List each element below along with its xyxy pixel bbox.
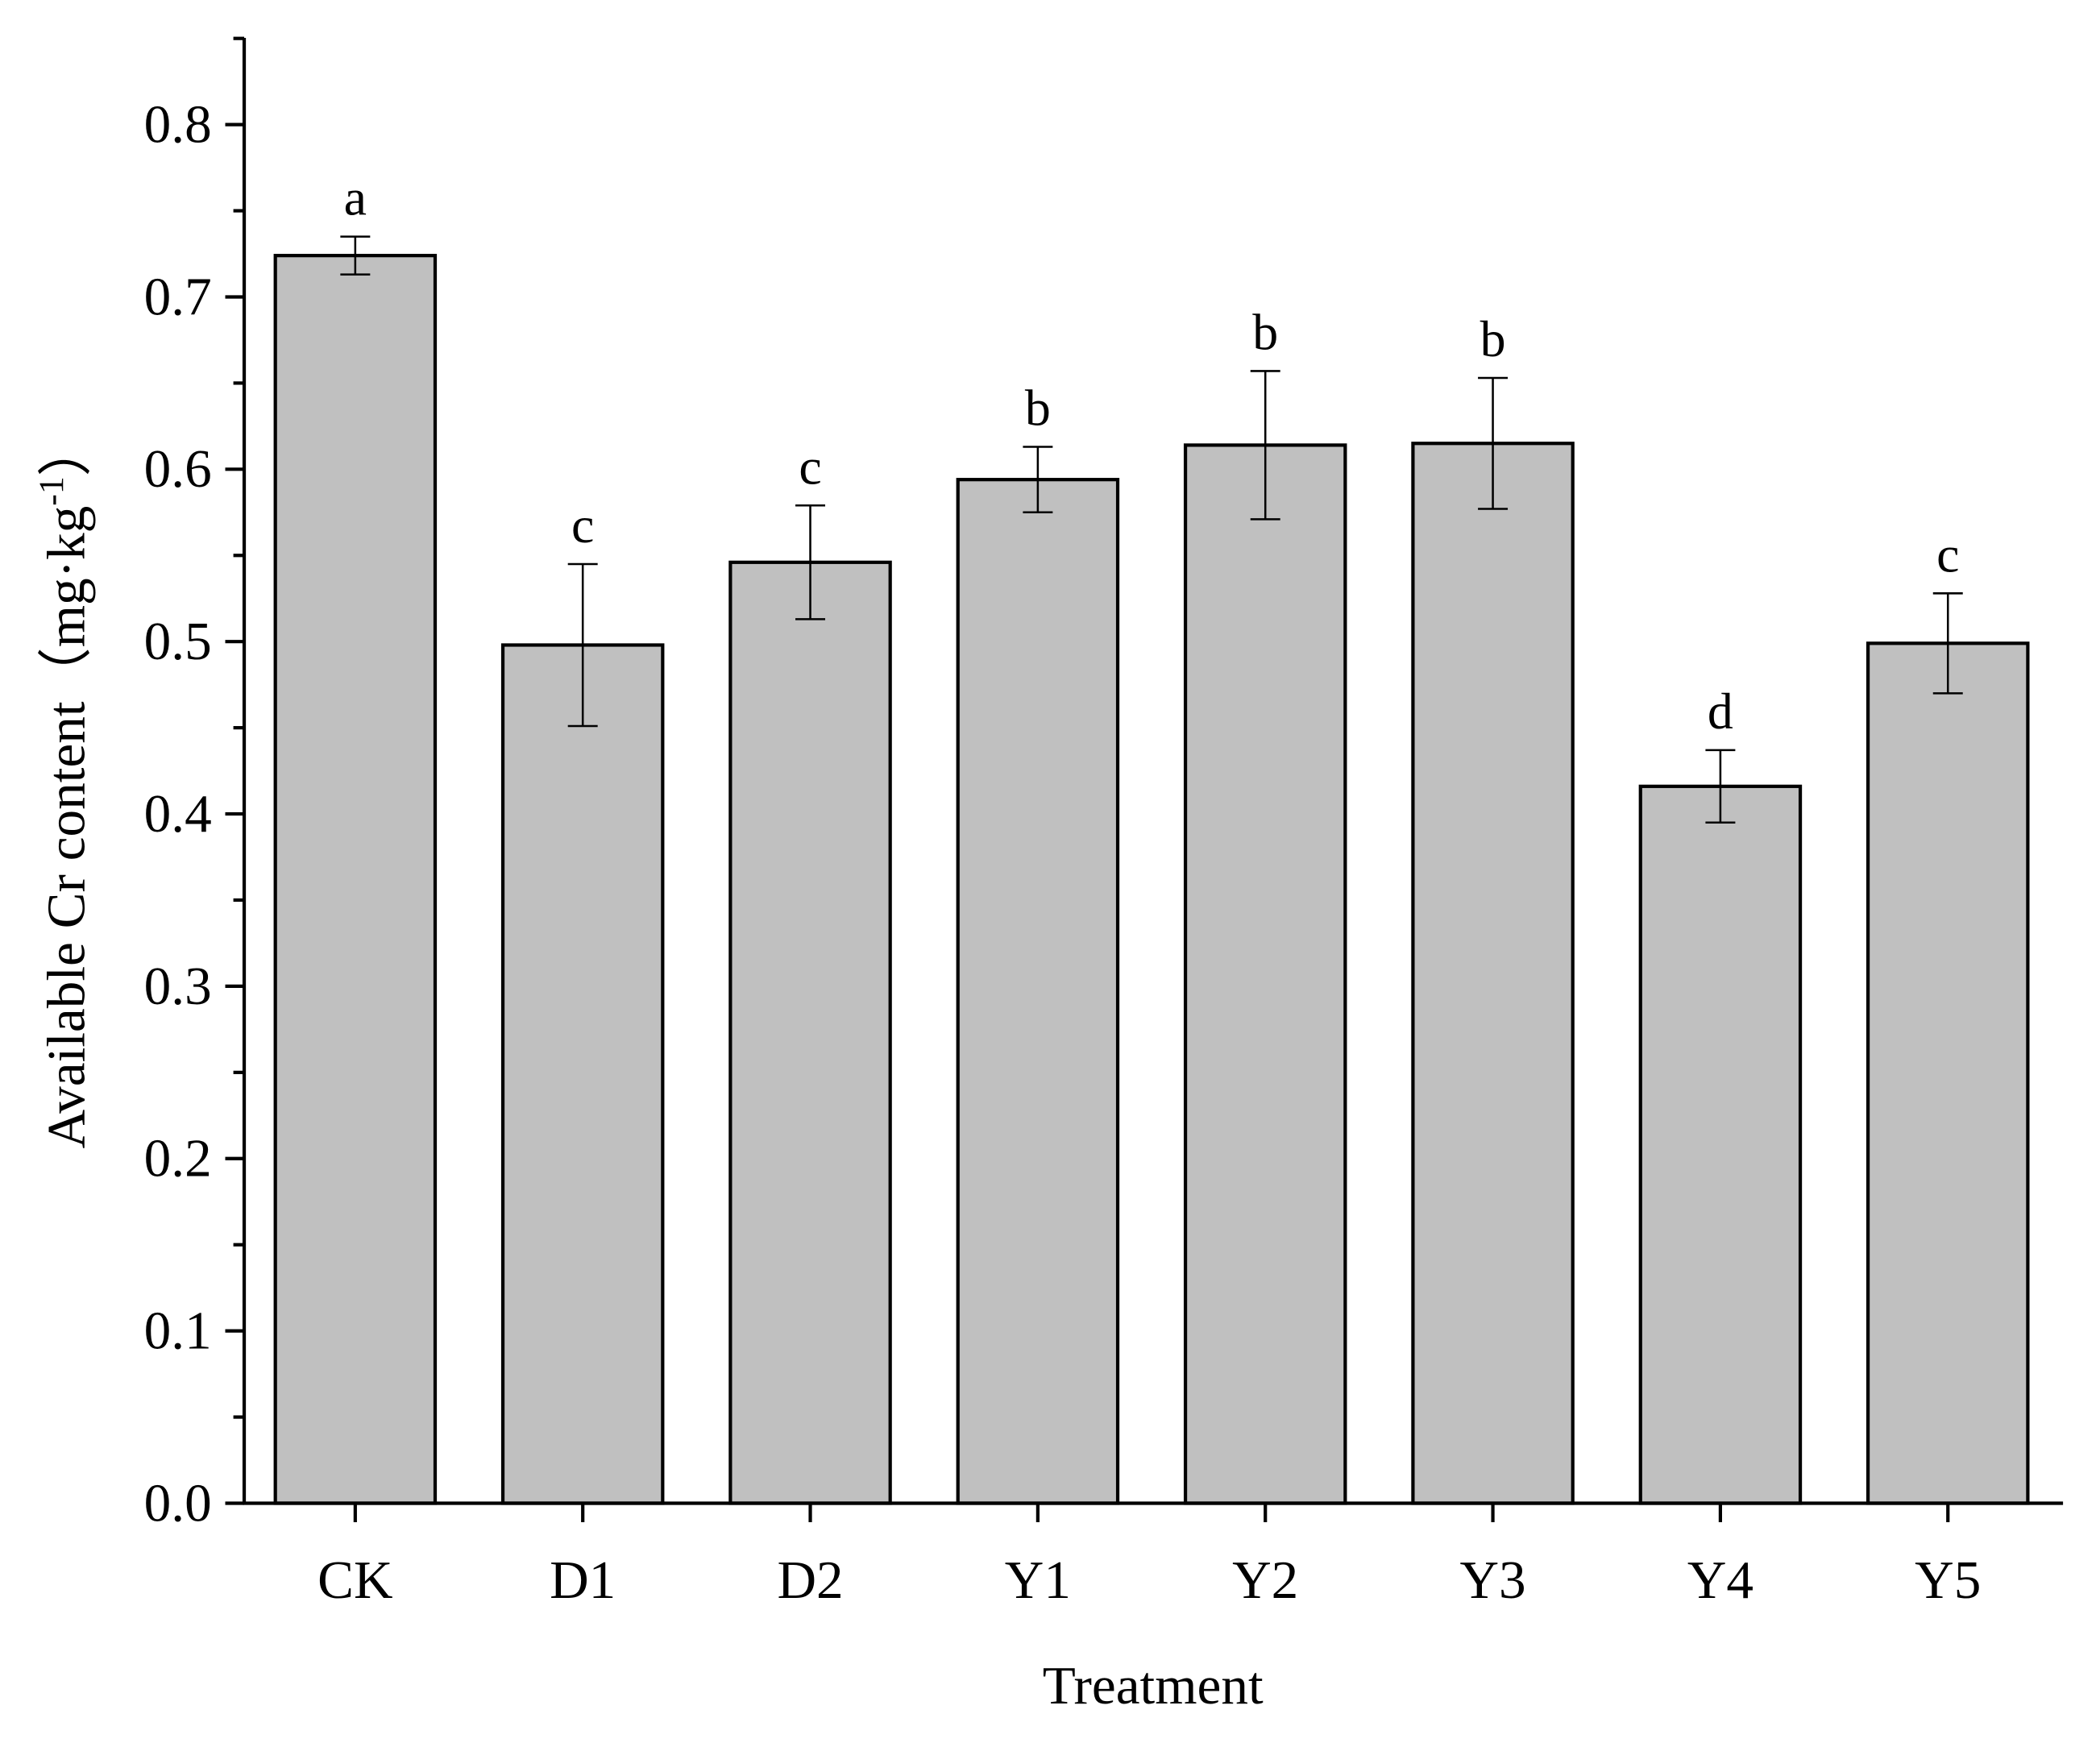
x-tick-label-CK: CK (317, 1550, 392, 1610)
significance-letter-D2: c (799, 438, 821, 495)
bar-D2 (728, 560, 892, 1505)
significance-letter-Y3: b (1480, 310, 1506, 367)
y-tick-label: 0.8 (144, 93, 212, 154)
y-tick-label: 0.5 (144, 611, 212, 671)
y-tick-label: 0.4 (144, 783, 212, 844)
bar-Y2 (1183, 443, 1347, 1505)
significance-letter-Y1: b (1025, 380, 1051, 437)
x-tick-label-D2: D2 (777, 1550, 843, 1610)
y-tick-label: 0.0 (144, 1472, 212, 1533)
y-tick-label: 0.3 (144, 956, 212, 1016)
significance-letter-Y2: b (1252, 304, 1278, 361)
bar-CK (273, 254, 438, 1505)
bar-Y5 (1866, 641, 2030, 1505)
significance-letter-D1: c (571, 496, 594, 554)
x-tick-label-Y1: Y1 (1005, 1550, 1071, 1610)
x-tick-label-Y5: Y5 (1915, 1550, 1981, 1610)
bar-Y1 (956, 478, 1120, 1505)
y-tick-label: 0.1 (144, 1300, 212, 1360)
y-tick-label: 0.2 (144, 1128, 212, 1189)
bar-D1 (500, 643, 665, 1505)
significance-letter-Y4: d (1708, 683, 1733, 740)
significance-letter-Y5: c (1936, 525, 1959, 583)
y-tick-label: 0.6 (144, 438, 212, 499)
x-axis-label: Treatment (1043, 1655, 1264, 1716)
significance-letter-CK: a (344, 169, 367, 226)
bar-Y4 (1638, 784, 1803, 1505)
y-tick-label: 0.7 (144, 266, 212, 326)
x-tick-label-Y2: Y2 (1232, 1550, 1298, 1610)
x-tick-label-D1: D1 (550, 1550, 616, 1610)
bar-Y3 (1411, 442, 1575, 1505)
y-axis-label: Available Cr content（mg·kg-1） (32, 422, 97, 1148)
x-tick-label-Y4: Y4 (1687, 1550, 1753, 1610)
x-tick-label-Y3: Y3 (1459, 1550, 1525, 1610)
